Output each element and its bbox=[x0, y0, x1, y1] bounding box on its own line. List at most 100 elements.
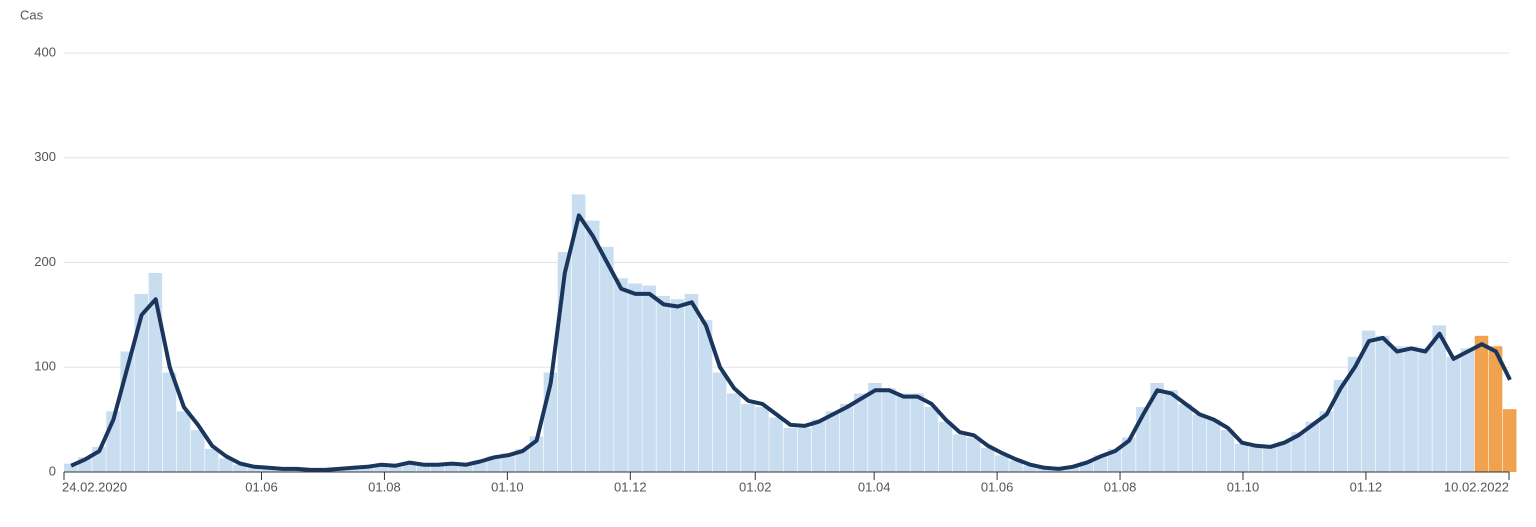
bar bbox=[1347, 356, 1362, 472]
bar bbox=[1263, 446, 1277, 472]
bar bbox=[684, 293, 699, 472]
bar bbox=[1234, 443, 1249, 472]
bar bbox=[854, 393, 868, 472]
bar bbox=[360, 466, 374, 472]
bar bbox=[247, 466, 261, 472]
bar bbox=[176, 411, 191, 472]
bar bbox=[755, 407, 769, 472]
bar bbox=[1079, 461, 1094, 472]
bar bbox=[444, 463, 459, 472]
bar bbox=[388, 465, 402, 472]
bar bbox=[1107, 448, 1122, 472]
y-tick-label: 0 bbox=[49, 463, 56, 478]
bar bbox=[1023, 465, 1037, 472]
y-tick-label: 100 bbox=[34, 359, 56, 374]
y-tick-label: 400 bbox=[34, 44, 56, 59]
bar bbox=[416, 464, 431, 472]
bar bbox=[1418, 348, 1432, 472]
bar bbox=[741, 403, 755, 472]
bar bbox=[642, 285, 656, 472]
bar bbox=[980, 447, 995, 472]
x-tick-label: 01.10 bbox=[491, 479, 524, 494]
bar bbox=[614, 278, 628, 472]
x-tick-label: 01.08 bbox=[1104, 479, 1137, 494]
bar bbox=[233, 464, 247, 472]
bar bbox=[924, 407, 939, 472]
bar bbox=[1009, 460, 1023, 472]
bar bbox=[219, 458, 233, 472]
bar bbox=[162, 372, 177, 472]
bar bbox=[896, 393, 910, 472]
bar bbox=[882, 388, 896, 472]
bar bbox=[261, 467, 276, 472]
bar bbox=[459, 464, 473, 472]
x-tick-label: 24.02.2020 bbox=[62, 479, 127, 494]
bar bbox=[1291, 432, 1305, 472]
bar bbox=[656, 296, 671, 472]
bar bbox=[64, 463, 78, 472]
bar bbox=[712, 372, 727, 472]
bar bbox=[839, 403, 854, 472]
bar bbox=[938, 421, 953, 472]
bar bbox=[698, 320, 713, 472]
bar bbox=[727, 393, 741, 472]
bar bbox=[868, 382, 882, 472]
line bbox=[70, 213, 1512, 472]
bar bbox=[995, 455, 1009, 472]
bar bbox=[1192, 414, 1207, 472]
bar bbox=[811, 419, 826, 472]
bar bbox=[1305, 421, 1319, 472]
bar bbox=[1206, 419, 1221, 472]
x-tick-label: 01.10 bbox=[1227, 479, 1260, 494]
bar bbox=[585, 220, 600, 472]
bar bbox=[571, 194, 586, 472]
x-tick-label: 01.08 bbox=[368, 479, 401, 494]
bar bbox=[1460, 348, 1475, 472]
y-axis-label: Cas bbox=[20, 7, 44, 22]
x-tick-label: 01.06 bbox=[981, 479, 1014, 494]
bar bbox=[1220, 430, 1235, 472]
y-tick-label: 200 bbox=[34, 254, 56, 269]
bar bbox=[1488, 346, 1503, 472]
x-tick-label: 01.04 bbox=[858, 479, 891, 494]
bar bbox=[134, 293, 149, 472]
bar bbox=[1502, 409, 1517, 472]
bar bbox=[1361, 330, 1376, 472]
bar bbox=[952, 434, 967, 472]
bar bbox=[1037, 467, 1051, 472]
bar bbox=[910, 393, 924, 472]
bar bbox=[966, 437, 981, 472]
x-tick-label: 01.06 bbox=[245, 479, 278, 494]
bar bbox=[473, 460, 487, 472]
bar bbox=[600, 246, 614, 472]
bar bbox=[190, 430, 205, 472]
bar bbox=[374, 464, 388, 472]
y-tick-label: 300 bbox=[34, 149, 56, 164]
bar bbox=[1319, 411, 1334, 472]
bar bbox=[402, 462, 417, 472]
bar bbox=[346, 467, 360, 472]
bar bbox=[1446, 356, 1461, 472]
bar bbox=[769, 417, 783, 472]
bar bbox=[1178, 403, 1192, 472]
bar bbox=[501, 453, 515, 472]
bar bbox=[1333, 379, 1348, 472]
x-tick-label: 10.02.2022 bbox=[1444, 479, 1509, 494]
bar bbox=[1432, 325, 1446, 472]
bar bbox=[1150, 382, 1164, 472]
bar bbox=[783, 428, 797, 472]
bar bbox=[1122, 437, 1136, 472]
x-tick-label: 01.12 bbox=[614, 479, 647, 494]
bar bbox=[1065, 466, 1080, 472]
bar bbox=[430, 464, 445, 472]
bar bbox=[1404, 346, 1418, 472]
bar bbox=[670, 299, 685, 472]
bar bbox=[1390, 346, 1404, 472]
bar bbox=[515, 448, 529, 472]
bar bbox=[205, 448, 219, 472]
bar bbox=[825, 411, 840, 472]
bar bbox=[1249, 446, 1263, 472]
x-tick-label: 01.02 bbox=[739, 479, 772, 494]
bar bbox=[628, 283, 642, 472]
